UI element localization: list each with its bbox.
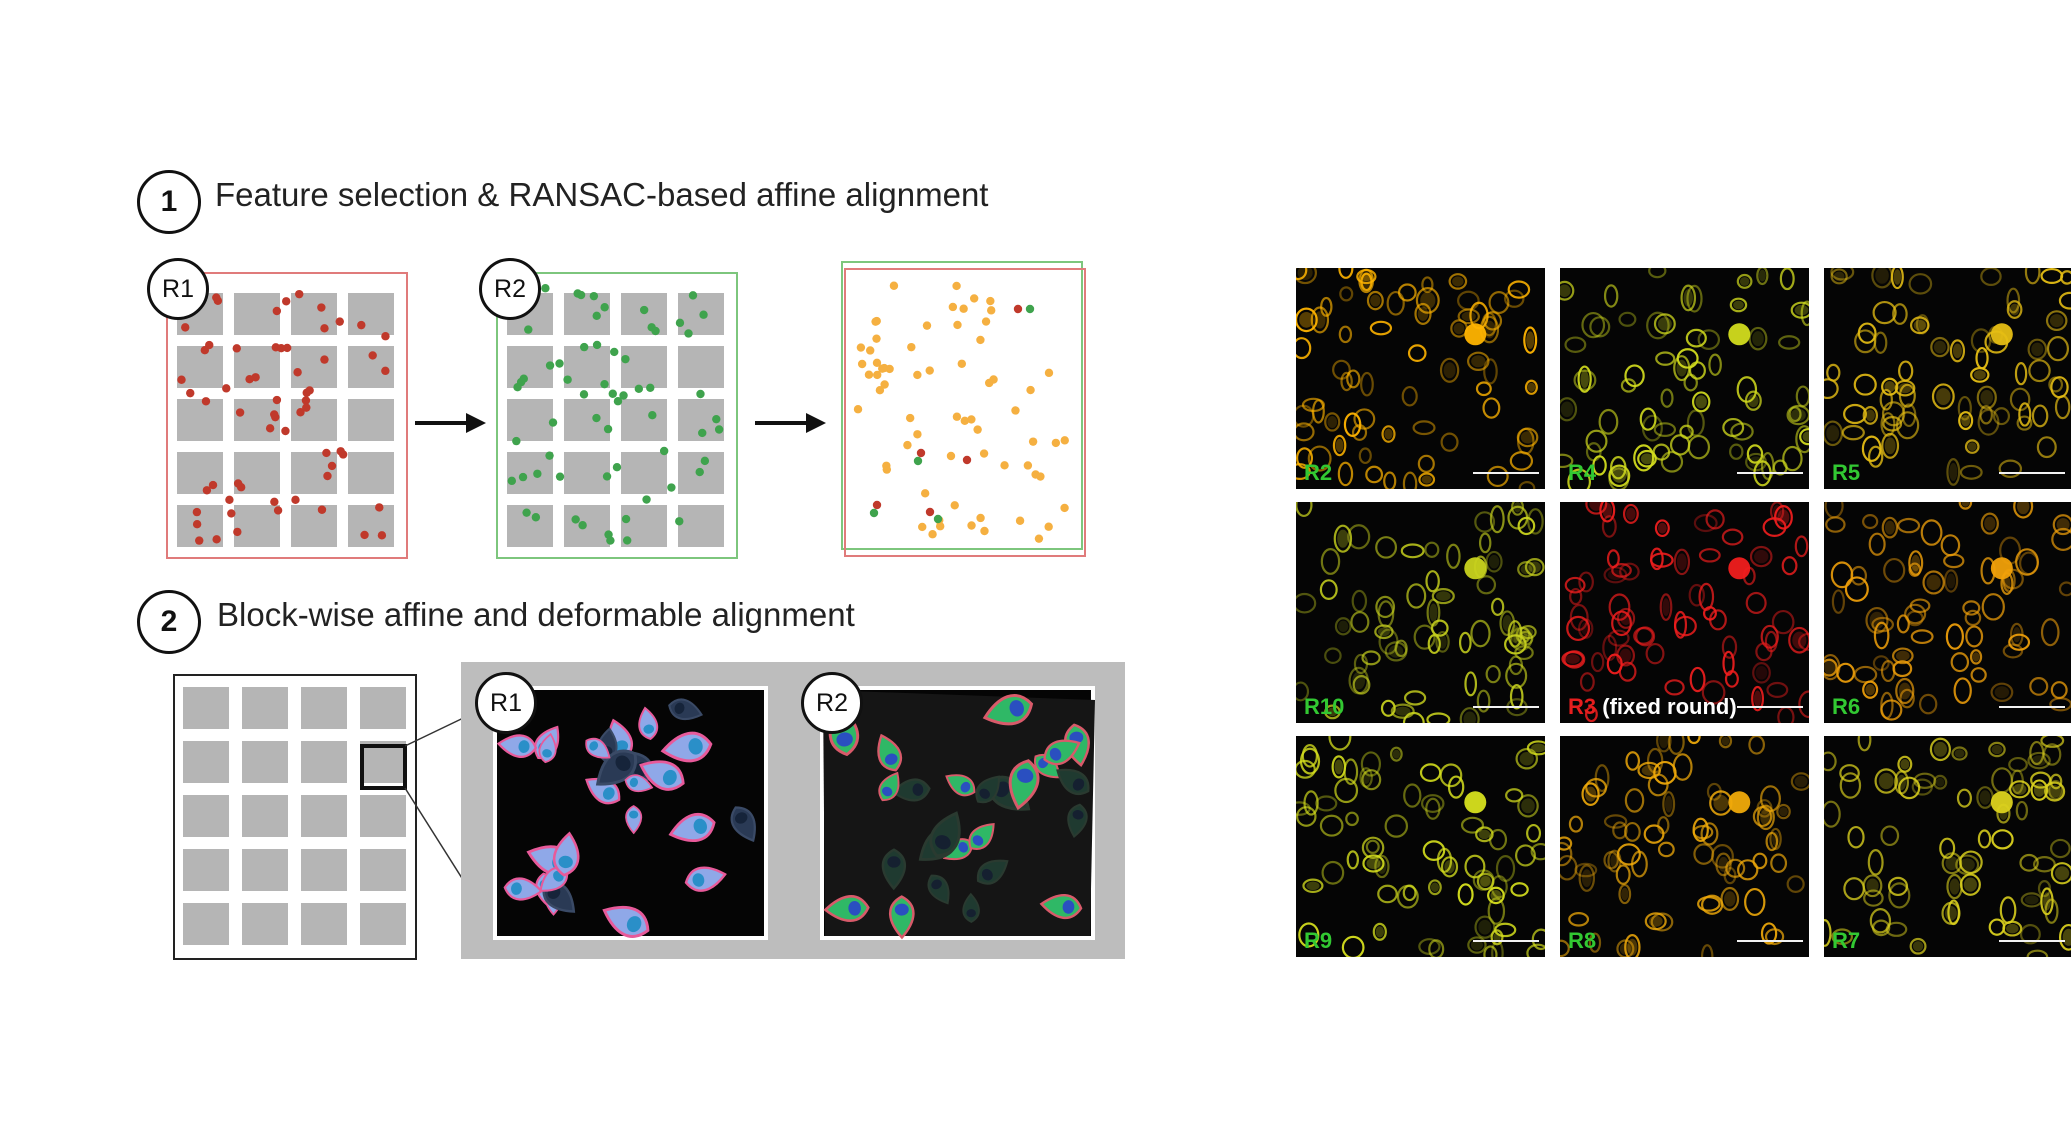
microscopy-image [1560,268,1809,489]
panel-label: R10 [1304,694,1345,719]
r2-circle-step2: R2 [801,672,863,734]
microscopy-image [1824,502,2071,721]
microscopy-image [1296,268,1539,489]
panel-label: R6 [1832,694,1861,719]
step-2-title: Block-wise affine and deformable alignme… [217,596,855,633]
panel-label: R3 (fixed round) [1568,694,1737,719]
image-panel: R3 (fixed round) [1560,502,1809,723]
scale-bar [1999,472,2065,474]
image-panel: R10 [1296,502,1545,723]
step-1-title: Feature selection & RANSAC-based affine … [215,176,989,213]
image-panel: R7 [1824,736,2071,957]
image-panel: R5 [1824,268,2071,489]
image-panel: R2 [1296,268,1545,489]
scale-bar [1473,940,1539,942]
scale-bar [1737,940,1803,942]
microscopy-image [1296,502,1545,723]
panel-label: R9 [1304,928,1333,953]
image-panel: R4 [1560,268,1809,489]
r2-circle-step1: R2 [479,258,541,320]
step1-diagram [166,261,1086,559]
image-panel: R6 [1824,502,2071,723]
step-1-number: 1 [137,170,201,234]
scale-bar [1737,472,1803,474]
microscopy-image [1824,736,2071,957]
microscopy-image [1560,736,1809,957]
microscopy-image [1296,736,1545,957]
step2-diagram [173,662,1125,960]
r1-circle-step2: R1 [475,672,537,734]
scale-bar [1473,706,1539,708]
panel-label: R5 [1832,460,1861,485]
panel-label: R2 [1304,460,1333,485]
scale-bar [1737,706,1803,708]
panel-label: R7 [1832,928,1861,953]
r1-circle-step1: R1 [147,258,209,320]
scale-bar [1999,940,2065,942]
scale-bar [1473,472,1539,474]
scale-bar [1999,706,2065,708]
microscopy-image [1824,268,2071,486]
panel-label: R8 [1568,928,1597,953]
image-panel: R9 [1296,736,1545,957]
step-2-number: 2 [137,590,201,654]
panel-label: R4 [1568,460,1597,485]
microscopy-image [1561,502,1809,723]
image-panel: R8 [1560,736,1809,957]
